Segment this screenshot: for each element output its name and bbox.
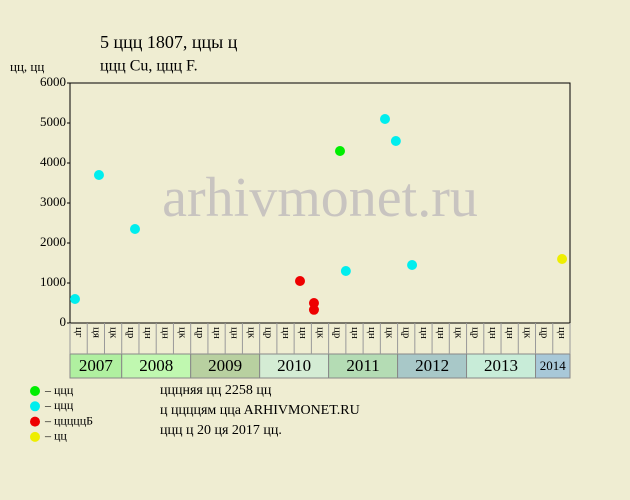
y-tick-label: 1000 <box>40 274 66 289</box>
quarter-label: цк <box>521 327 533 339</box>
quarter-label: цр <box>263 327 275 339</box>
quarter-label: цр <box>332 327 344 339</box>
point <box>557 254 568 264</box>
quarter-label: цк <box>177 327 189 339</box>
quarter-label: цк <box>246 327 258 339</box>
point <box>295 276 305 286</box>
year-label: 2010 <box>277 356 311 375</box>
point <box>93 170 104 180</box>
quarter-label: цн <box>487 327 499 339</box>
point <box>130 224 140 234</box>
quarter-label: цн <box>228 327 240 339</box>
point <box>70 294 80 304</box>
y-tick-label: 4000 <box>40 154 66 169</box>
quarter-label: цк <box>108 327 120 339</box>
y-axis-label: цц, цц <box>10 59 44 74</box>
quarter-label: цн <box>142 327 154 339</box>
year-label: 2007 <box>79 356 114 375</box>
quarter-label: цн <box>366 327 378 339</box>
legend-label: – ццц <box>44 383 74 397</box>
year-label: 2009 <box>208 356 242 375</box>
watermark: arhivmonet.ru <box>162 167 478 229</box>
legend-label: – ццц <box>44 398 74 412</box>
quarter-label: цн <box>349 327 361 339</box>
quarter-label: цн <box>435 327 447 339</box>
quarter-label: цр <box>125 327 137 339</box>
note: ц ццццям ццa ARHIVMONET.RU <box>160 403 360 418</box>
point <box>340 266 351 276</box>
quarter-label: цр <box>401 327 413 339</box>
quarter-label: цр <box>194 327 206 339</box>
quarter-label: цн <box>556 327 568 339</box>
point <box>407 260 418 270</box>
quarter-label: цн <box>504 327 516 339</box>
quarter-label: цг <box>73 327 85 338</box>
legend-marker <box>30 386 40 396</box>
chart-title: 5 ццц 1807, ццы ц <box>100 32 238 52</box>
note: ццц ц 20 ця 2017 цц. <box>160 423 282 438</box>
year-band <box>328 353 399 379</box>
y-tick-label: 3000 <box>40 194 66 209</box>
quarter-label: цк <box>452 327 464 339</box>
year-label: 2014 <box>540 358 567 373</box>
y-tick-label: 2000 <box>40 234 66 249</box>
year-band <box>69 353 123 379</box>
year-band <box>397 353 468 379</box>
y-tick-label: 0 <box>60 314 67 329</box>
year-label: 2012 <box>415 356 449 375</box>
quarter-label: цр <box>539 327 551 339</box>
year-band <box>121 353 192 379</box>
quarter-label: цк <box>383 327 395 339</box>
plot-area <box>69 82 571 324</box>
quarter-label: цн <box>159 327 171 339</box>
quarter-label: цн <box>211 327 223 339</box>
legend-marker <box>30 431 40 442</box>
quarter-label: цк <box>314 327 326 339</box>
legend-label: – цц <box>44 429 67 443</box>
point <box>390 136 401 146</box>
year-label: 2008 <box>139 356 173 375</box>
legend-marker <box>30 401 40 412</box>
quarter-label: цр <box>470 327 482 339</box>
quarter-label: ця <box>90 327 102 338</box>
quarter-label: цн <box>297 327 309 339</box>
point <box>308 304 319 315</box>
point <box>335 146 345 156</box>
quarter-label: цн <box>418 327 430 339</box>
year-label: 2011 <box>346 356 379 375</box>
note: цццняя цц 2258 цц <box>160 383 272 398</box>
chart-subtitle: ццц Cu, ццц F. <box>100 58 198 75</box>
y-tick-label: 5000 <box>40 114 66 129</box>
legend-marker <box>30 416 40 427</box>
y-tick-label: 6000 <box>40 74 66 89</box>
legend-label: – цццццБ <box>44 413 93 427</box>
point <box>380 114 390 124</box>
year-label: 2013 <box>484 356 518 375</box>
quarter-label: цн <box>280 327 292 339</box>
